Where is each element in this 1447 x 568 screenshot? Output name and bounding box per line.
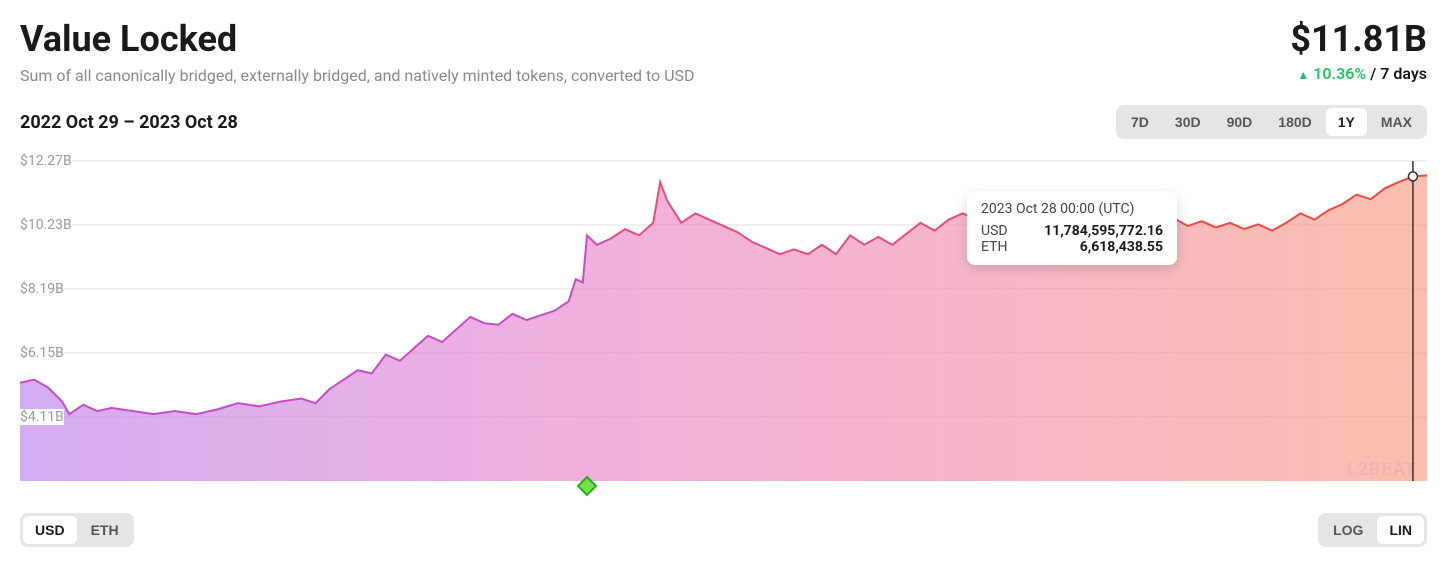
watermark: L2BEAT <box>1347 459 1417 480</box>
header-right: $11.81B ▲ 10.36% / 7 days <box>1290 18 1427 83</box>
range-pill-max[interactable]: MAX <box>1369 108 1424 136</box>
change-period: 7 days <box>1380 64 1427 83</box>
tooltip-row: USD11,784,595,772.16 <box>981 223 1163 239</box>
scale-pill-log[interactable]: LOG <box>1321 516 1375 544</box>
tooltip-row: ETH6,618,438.55 <box>981 239 1163 255</box>
y-axis-label: $6.15B <box>20 345 64 361</box>
header-left: Value Locked Sum of all canonically brid… <box>20 18 695 85</box>
time-range-selector: 7D30D90D180D1YMAX <box>1116 105 1427 139</box>
range-pill-90d[interactable]: 90D <box>1215 108 1265 136</box>
chart-tooltip: 2023 Oct 28 00:00 (UTC) USD11,784,595,772… <box>967 191 1177 265</box>
up-arrow-icon: ▲ <box>1297 68 1309 82</box>
header-row: Value Locked Sum of all canonically brid… <box>20 18 1427 85</box>
change-percent: 10.36% <box>1313 64 1366 83</box>
range-pill-180d[interactable]: 180D <box>1266 108 1323 136</box>
page-title: Value Locked <box>20 18 695 60</box>
range-pill-30d[interactable]: 30D <box>1163 108 1213 136</box>
currency-toggle: USDETH <box>20 513 134 547</box>
range-pill-1y[interactable]: 1Y <box>1326 108 1367 136</box>
page-subtitle: Sum of all canonically bridged, external… <box>20 66 695 85</box>
locked-value: $11.81B <box>1290 18 1427 60</box>
currency-pill-usd[interactable]: USD <box>23 516 77 544</box>
controls-row: 2022 Oct 29 – 2023 Oct 28 7D30D90D180D1Y… <box>20 105 1427 139</box>
date-range: 2022 Oct 29 – 2023 Oct 28 <box>20 112 238 133</box>
y-axis-label: $12.27B <box>20 153 72 169</box>
range-pill-7d[interactable]: 7D <box>1119 108 1161 136</box>
area-chart[interactable]: L2BEAT <box>20 151 1427 501</box>
scale-pill-lin[interactable]: LIN <box>1377 516 1424 544</box>
change-row: ▲ 10.36% / 7 days <box>1290 64 1427 83</box>
change-separator: / <box>1370 64 1380 83</box>
scale-toggle: LOGLIN <box>1318 513 1427 547</box>
chart-container[interactable]: L2BEAT 2023 Oct 28 00:00 (UTC) USD11,784,… <box>20 151 1427 501</box>
y-axis-label: $8.19B <box>20 281 64 297</box>
bottom-controls: USDETH LOGLIN <box>20 513 1427 547</box>
tooltip-date: 2023 Oct 28 00:00 (UTC) <box>981 201 1163 217</box>
y-axis-label: $10.23B <box>20 217 72 233</box>
currency-pill-eth[interactable]: ETH <box>79 516 131 544</box>
y-axis-label: $4.11B <box>20 409 64 425</box>
